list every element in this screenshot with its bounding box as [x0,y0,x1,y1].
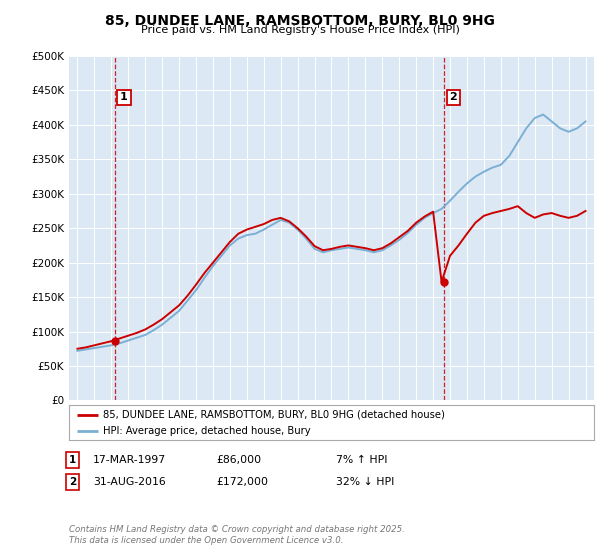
Text: £172,000: £172,000 [216,477,268,487]
Text: 1: 1 [120,92,128,102]
Text: 32% ↓ HPI: 32% ↓ HPI [336,477,394,487]
Text: 2: 2 [69,477,76,487]
Text: 2: 2 [449,92,457,102]
Text: 7% ↑ HPI: 7% ↑ HPI [336,455,388,465]
Text: 85, DUNDEE LANE, RAMSBOTTOM, BURY, BL0 9HG: 85, DUNDEE LANE, RAMSBOTTOM, BURY, BL0 9… [105,14,495,28]
Text: 1: 1 [69,455,76,465]
Text: 85, DUNDEE LANE, RAMSBOTTOM, BURY, BL0 9HG (detached house): 85, DUNDEE LANE, RAMSBOTTOM, BURY, BL0 9… [103,409,445,419]
Text: Price paid vs. HM Land Registry's House Price Index (HPI): Price paid vs. HM Land Registry's House … [140,25,460,35]
Text: £86,000: £86,000 [216,455,261,465]
Text: HPI: Average price, detached house, Bury: HPI: Average price, detached house, Bury [103,426,311,436]
Text: 17-MAR-1997: 17-MAR-1997 [93,455,166,465]
Text: Contains HM Land Registry data © Crown copyright and database right 2025.
This d: Contains HM Land Registry data © Crown c… [69,525,405,545]
Text: 31-AUG-2016: 31-AUG-2016 [93,477,166,487]
